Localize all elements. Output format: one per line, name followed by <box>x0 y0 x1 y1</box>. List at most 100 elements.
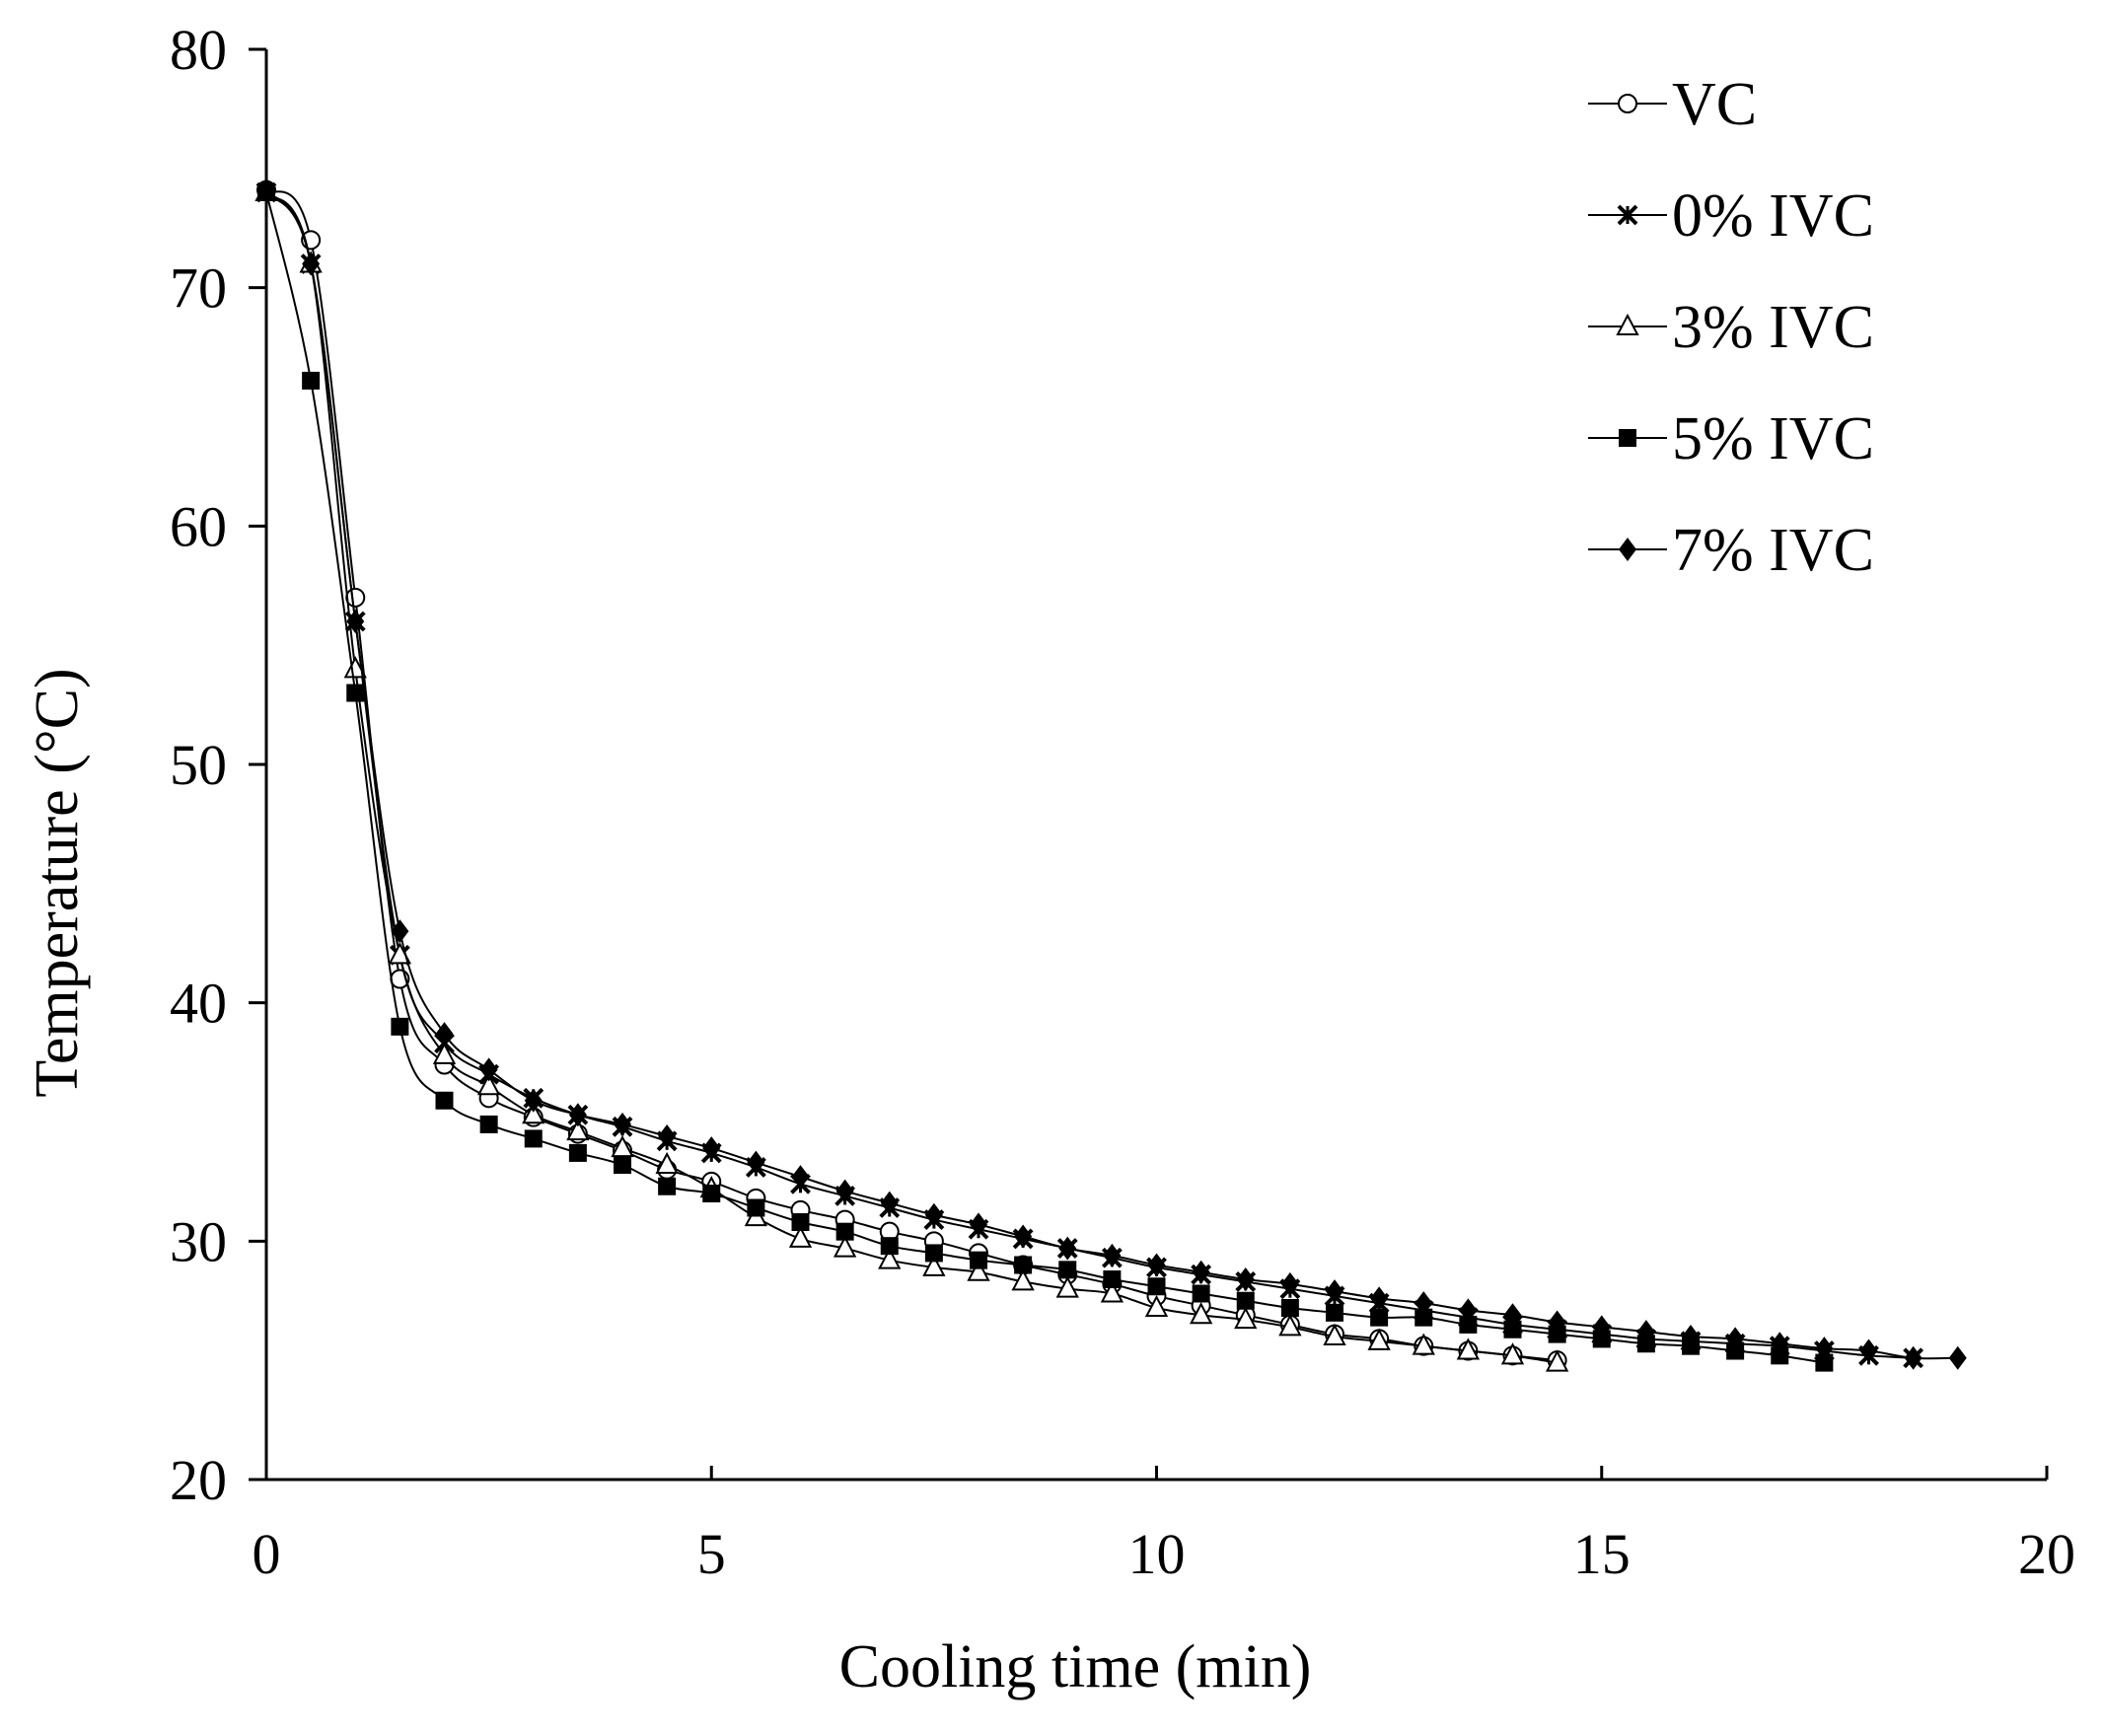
y-tick-label: 80 <box>170 18 227 82</box>
data-point-marker <box>1103 1270 1122 1288</box>
legend-item: 0% IVC <box>1588 182 1874 250</box>
data-point-marker <box>878 1247 902 1269</box>
legend-label: 7% IVC <box>1672 517 1874 584</box>
data-point-marker <box>522 1102 545 1124</box>
data-point-marker <box>880 1191 899 1215</box>
data-point-marker <box>614 1156 631 1174</box>
data-point-marker <box>1236 1291 1255 1310</box>
data-point-marker <box>1548 1310 1566 1335</box>
data-point-marker <box>1726 1327 1745 1351</box>
data-point-marker <box>835 1222 854 1241</box>
data-point-marker <box>970 1212 987 1237</box>
data-point-marker <box>1280 1271 1299 1296</box>
data-point-marker <box>1192 1260 1210 1284</box>
data-point-marker <box>1370 1286 1389 1311</box>
data-point-marker <box>922 1254 946 1276</box>
series-line <box>265 188 1958 1360</box>
series-vc <box>256 180 1567 1371</box>
data-point-marker <box>1456 1338 1481 1360</box>
data-point-marker <box>1682 1325 1700 1348</box>
data-point-marker <box>432 1042 457 1064</box>
data-point-marker <box>1280 1299 1299 1317</box>
data-point-marker <box>614 1112 631 1136</box>
data-point-marker <box>1058 1236 1077 1261</box>
x-tick-label: 15 <box>1573 1522 1631 1586</box>
data-point-marker <box>476 1073 501 1096</box>
x-axis-title: Cooling time (min) <box>839 1633 1312 1700</box>
data-point-marker <box>568 1103 587 1127</box>
data-point-marker <box>524 1129 543 1148</box>
data-point-marker <box>924 1202 943 1227</box>
data-point-marker <box>658 1177 677 1195</box>
data-point-marker <box>1459 1298 1478 1323</box>
data-point-marker <box>1014 1256 1033 1274</box>
data-point-marker <box>1616 313 1639 335</box>
data-point-marker <box>1771 1332 1789 1356</box>
data-point-marker <box>747 1198 765 1217</box>
legend-label: 3% IVC <box>1672 294 1874 361</box>
legend-item: 3% IVC <box>1588 294 1874 361</box>
data-point-marker <box>1367 1328 1391 1350</box>
y-tick-label: 70 <box>170 256 227 321</box>
legend-item: 5% IVC <box>1588 405 1874 472</box>
data-point-marker <box>835 1179 854 1203</box>
y-tick-label: 60 <box>170 494 227 558</box>
legend-label: 5% IVC <box>1672 405 1874 472</box>
y-tick-label: 20 <box>170 1448 227 1512</box>
data-point-marker <box>1948 1345 1967 1370</box>
legend: VC 0% IVC 3% IVC 5% IVC 7% IVC <box>1588 71 1874 584</box>
data-point-marker <box>1100 1280 1125 1303</box>
y-axis-title: Temperature (°C) <box>24 668 91 1097</box>
axes: 0 5 10 15 20 20 30 40 50 60 70 80 <box>170 18 2075 1586</box>
legend-item: VC <box>1588 71 1757 138</box>
data-point-marker <box>1618 94 1637 113</box>
data-point-marker <box>346 610 365 633</box>
data-point-marker <box>345 587 366 608</box>
data-point-marker <box>1370 1308 1389 1327</box>
series-line <box>265 188 1558 1362</box>
data-point-marker <box>1323 1323 1346 1345</box>
data-point-marker <box>747 1150 765 1175</box>
data-point-marker <box>1592 1330 1611 1348</box>
data-point-marker <box>1415 1308 1433 1327</box>
x-tick-label: 10 <box>1128 1522 1186 1586</box>
data-point-marker <box>1904 1345 1923 1370</box>
data-point-marker <box>1636 1335 1655 1353</box>
data-point-marker <box>1055 1275 1079 1298</box>
data-point-marker <box>391 919 409 944</box>
data-point-marker <box>391 1017 409 1036</box>
series-7-ivc <box>257 178 1967 1370</box>
data-point-marker <box>658 1124 677 1148</box>
data-point-marker <box>479 1057 498 1082</box>
data-point-marker <box>479 1115 498 1133</box>
data-point-marker <box>1058 1261 1077 1279</box>
plot-area <box>254 178 1967 1372</box>
data-point-marker <box>1103 1243 1122 1267</box>
data-point-marker <box>1014 1224 1033 1249</box>
legend-item: 7% IVC <box>1588 517 1874 584</box>
series-line <box>265 191 1914 1359</box>
x-tick-label: 0 <box>253 1522 281 1586</box>
data-point-marker <box>967 1259 990 1281</box>
series-3-ivc <box>254 179 1569 1372</box>
x-tick-label: 5 <box>697 1522 726 1586</box>
data-point-marker <box>1234 1306 1258 1330</box>
data-point-marker <box>880 1237 899 1256</box>
series-5-ivc <box>257 183 1834 1372</box>
data-point-marker <box>568 1143 587 1162</box>
data-point-marker <box>1011 1268 1035 1291</box>
data-point-marker <box>302 371 321 390</box>
y-tick-label: 50 <box>170 733 227 797</box>
data-point-marker <box>1459 1315 1478 1334</box>
data-point-marker <box>1326 1303 1343 1322</box>
data-point-marker <box>1147 1253 1166 1277</box>
data-point-marker <box>655 1151 679 1174</box>
data-point-marker <box>1636 1320 1655 1344</box>
data-point-marker <box>702 1185 721 1202</box>
data-point-marker <box>1189 1302 1213 1325</box>
y-tick-label: 30 <box>170 1209 227 1273</box>
data-point-marker <box>970 1251 987 1269</box>
data-point-marker <box>791 1165 810 1190</box>
x-tick-label: 20 <box>2018 1522 2075 1586</box>
